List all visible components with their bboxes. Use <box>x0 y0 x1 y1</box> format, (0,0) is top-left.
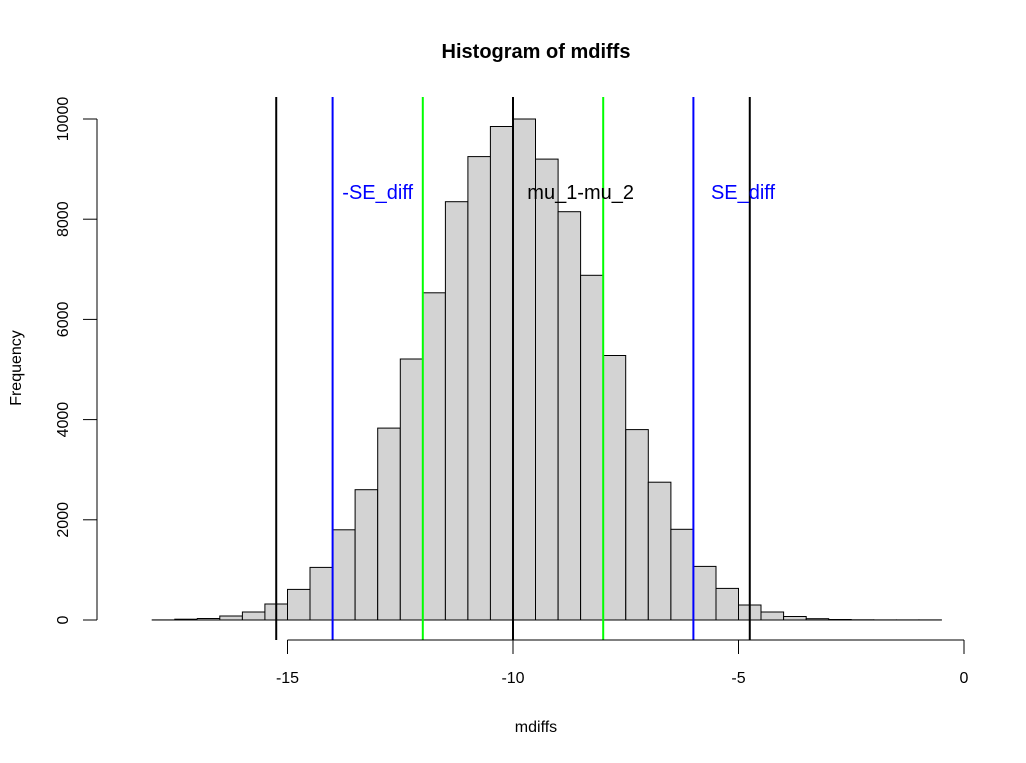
histogram-bar <box>783 616 807 621</box>
histogram-bar <box>467 156 491 621</box>
x-axis-label: mdiffs <box>515 719 557 736</box>
histogram-bar <box>422 292 446 621</box>
y-tick-label: 0 <box>55 615 72 624</box>
y-tick-label: 2000 <box>55 502 72 538</box>
y-axis: 0 2000 4000 6000 8000 10000 <box>55 97 98 624</box>
histogram-bar <box>670 528 694 621</box>
x-axis: -15 -10 -5 0 <box>276 639 969 687</box>
annotation-label: mu_1-mu_2 <box>527 182 634 204</box>
histogram-bar <box>399 358 424 621</box>
x-tick-label: -5 <box>731 670 745 687</box>
histogram-bar <box>241 611 266 621</box>
reference-lines-group <box>275 97 751 640</box>
annotation-label: -SE_diff <box>342 182 413 204</box>
histogram-bar <box>647 481 672 621</box>
x-tick-label: -15 <box>276 670 299 687</box>
histogram-bar <box>219 615 243 621</box>
y-tick-label: 6000 <box>55 302 72 338</box>
histogram-bar <box>692 565 717 621</box>
histogram-bar <box>287 588 311 621</box>
histogram-bar <box>377 427 401 621</box>
chart-title: Histogram of mdiffs <box>442 41 631 63</box>
histogram-bar <box>625 429 649 621</box>
histogram-bar <box>715 587 739 621</box>
y-tick-label: 10000 <box>55 97 72 142</box>
x-tick-label: -10 <box>501 670 524 687</box>
histogram-bar <box>444 201 469 621</box>
histogram-bar <box>602 355 627 621</box>
y-axis-label: Frequency <box>8 330 25 406</box>
histogram-bar <box>332 529 356 621</box>
y-tick-label: 8000 <box>55 201 72 237</box>
histogram-bar <box>354 489 379 621</box>
histogram-bar <box>580 274 604 621</box>
bars-group <box>151 118 942 621</box>
annotations-group: -SE_diff mu_1-mu_2 SE_diff <box>342 182 775 204</box>
x-tick-label: 0 <box>960 670 969 687</box>
histogram-bar <box>535 158 559 621</box>
annotation-label: SE_diff <box>711 182 776 204</box>
histogram-bar <box>489 126 514 621</box>
y-tick-label: 4000 <box>55 402 72 438</box>
histogram-bar <box>760 611 785 621</box>
histogram-bar <box>557 211 582 621</box>
histogram-bar <box>309 566 334 621</box>
